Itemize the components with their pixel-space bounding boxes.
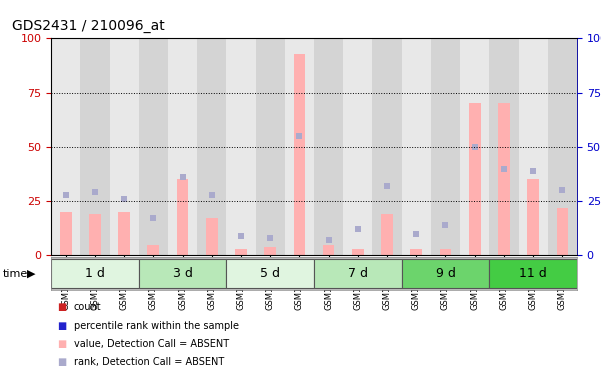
Bar	[227, 259, 314, 288]
Bar	[227, 38, 255, 255]
Bar	[177, 179, 188, 255]
Bar	[373, 38, 401, 255]
Text: count: count	[74, 302, 102, 312]
Text: ▶: ▶	[27, 269, 35, 279]
Bar	[343, 38, 373, 255]
Text: ■: ■	[57, 321, 66, 331]
Bar	[197, 38, 227, 255]
Bar	[293, 54, 305, 255]
Bar	[431, 38, 460, 255]
Bar	[557, 208, 568, 255]
Bar	[206, 218, 218, 255]
Bar	[255, 38, 285, 255]
Bar	[147, 245, 159, 255]
Bar	[314, 259, 401, 288]
Bar	[314, 38, 343, 255]
Bar	[323, 245, 335, 255]
Bar	[235, 249, 247, 255]
Bar	[51, 38, 81, 255]
Text: ■: ■	[57, 302, 66, 312]
Text: 9 d: 9 d	[436, 267, 456, 280]
Text: ■: ■	[57, 339, 66, 349]
Bar	[168, 38, 197, 255]
Bar	[118, 212, 130, 255]
Bar	[489, 38, 519, 255]
Text: time: time	[3, 269, 28, 279]
Bar	[60, 212, 72, 255]
Bar	[410, 249, 422, 255]
Text: 3 d: 3 d	[172, 267, 192, 280]
Bar	[527, 179, 539, 255]
Bar	[81, 38, 109, 255]
Bar	[139, 259, 227, 288]
Bar	[352, 249, 364, 255]
Bar	[381, 214, 393, 255]
Bar	[548, 38, 577, 255]
Bar	[489, 259, 577, 288]
Text: percentile rank within the sample: percentile rank within the sample	[74, 321, 239, 331]
Bar	[51, 259, 139, 288]
Text: GDS2431 / 210096_at: GDS2431 / 210096_at	[11, 19, 165, 33]
Text: rank, Detection Call = ABSENT: rank, Detection Call = ABSENT	[74, 358, 224, 367]
Text: 5 d: 5 d	[260, 267, 280, 280]
Bar	[139, 38, 168, 255]
Bar	[401, 38, 431, 255]
Text: 7 d: 7 d	[348, 267, 368, 280]
Bar	[109, 38, 139, 255]
Bar	[264, 247, 276, 255]
Text: 11 d: 11 d	[519, 267, 547, 280]
Bar	[469, 104, 481, 255]
Text: value, Detection Call = ABSENT: value, Detection Call = ABSENT	[74, 339, 229, 349]
Bar	[440, 249, 451, 255]
Bar	[401, 259, 489, 288]
Text: 1 d: 1 d	[85, 267, 105, 280]
Bar	[89, 214, 101, 255]
Text: ■: ■	[57, 358, 66, 367]
Bar	[460, 38, 489, 255]
Bar	[519, 38, 548, 255]
Bar	[498, 104, 510, 255]
Bar	[285, 38, 314, 255]
